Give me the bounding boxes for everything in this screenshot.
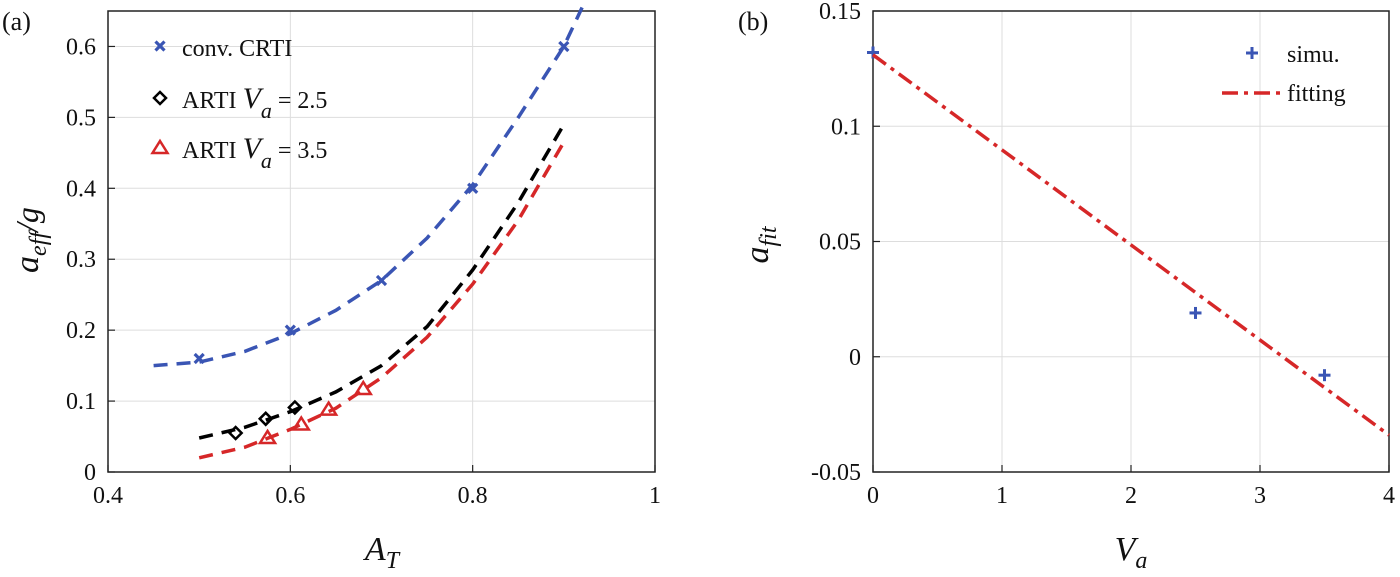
a-ytick-label-3: 0.3 — [66, 247, 96, 273]
b-ytick-label-1: 0 — [849, 345, 861, 371]
a-xtick-label-2: 0.8 — [458, 483, 488, 509]
b-y-axis-label: afit — [739, 225, 782, 263]
b-legend-label-1: fitting — [1287, 81, 1346, 107]
a-series-0-fit-line — [153, 6, 584, 368]
b-series-0-point-2 — [1318, 369, 1331, 382]
a-series-0-point-0 — [193, 352, 205, 365]
a-series-0-point-2 — [375, 274, 388, 287]
a-xtick-label-3: 1 — [649, 483, 661, 509]
b-ytick-label-0: -0.05 — [811, 460, 861, 486]
b-xtick-label-0: 0 — [867, 483, 879, 509]
a-series-0-point-1 — [284, 324, 296, 336]
a-series-0-point-3 — [467, 182, 479, 194]
a-series-1-point-1 — [257, 411, 274, 427]
a-series-2-fit-line — [198, 141, 566, 460]
b-ytick-label-3: 0.1 — [831, 114, 861, 140]
b-ytick-label-4: 0.15 — [819, 0, 861, 25]
a-legend-marker-1 — [152, 90, 168, 106]
b-legend-marker-0 — [1246, 47, 1258, 59]
a-ytick-label-0: 0 — [84, 460, 96, 486]
a-ytick-label-1: 0.1 — [66, 389, 96, 415]
a-legend-label-1: ARTI Va = 2.5 — [182, 82, 327, 123]
a-series-1-point-0 — [227, 425, 244, 441]
b-xtick-label-4: 4 — [1383, 483, 1395, 509]
a-xtick-label-1: 0.6 — [275, 483, 305, 509]
panel-a-label: (a) — [2, 7, 31, 36]
a-series-0-point-4 — [558, 40, 570, 53]
a-legend-label-0: conv. CRTI — [182, 36, 292, 62]
a-xtick-label-0: 0.4 — [93, 483, 123, 509]
a-axes-box — [107, 10, 656, 473]
a-series-2-point-2 — [318, 400, 339, 416]
a-ytick-label-5: 0.5 — [66, 105, 96, 131]
b-xtick-label-1: 1 — [996, 483, 1008, 509]
b-x-axis-label: Va — [1115, 531, 1148, 574]
a-legend-label-2: ARTI Va = 3.5 — [182, 132, 327, 173]
a-legend: conv. CRTI ARTI Va = 2.5 ARTI Va = 3.5 — [150, 36, 327, 173]
b-series-0-point-1 — [1189, 306, 1202, 319]
a-series-2-point-0 — [257, 428, 278, 445]
a-ytick-label-2: 0.2 — [66, 318, 96, 344]
panel-b-label: (b) — [738, 7, 768, 36]
a-ytick-label-4: 0.4 — [66, 176, 96, 202]
a-series-2-point-3 — [353, 379, 374, 396]
a-legend-marker-2 — [150, 138, 170, 155]
a-series-1-point-2 — [287, 399, 303, 416]
b-series-1-line — [871, 53, 1391, 437]
b-xtick-label-3: 3 — [1254, 483, 1266, 509]
panel-a-chart: 0.4 0.6 0.8 1 0 0.1 0.2 0.3 0.4 0.5 0.6 conv. CRTI A… — [9, 6, 661, 574]
a-ytick-label-6: 0.6 — [66, 34, 96, 60]
a-series-1-fit-line — [198, 123, 566, 440]
a-x-axis-label: AT — [363, 531, 401, 574]
b-xtick-label-2: 2 — [1125, 483, 1137, 509]
b-legend-label-0: simu. — [1287, 42, 1340, 68]
b-legend: simu. fitting — [1222, 42, 1346, 107]
a-y-axis-label: aeff/g — [9, 207, 52, 273]
b-ytick-label-2: 0.05 — [819, 230, 861, 256]
a-series-2-point-1 — [291, 415, 312, 431]
a-legend-marker-0 — [154, 40, 166, 52]
